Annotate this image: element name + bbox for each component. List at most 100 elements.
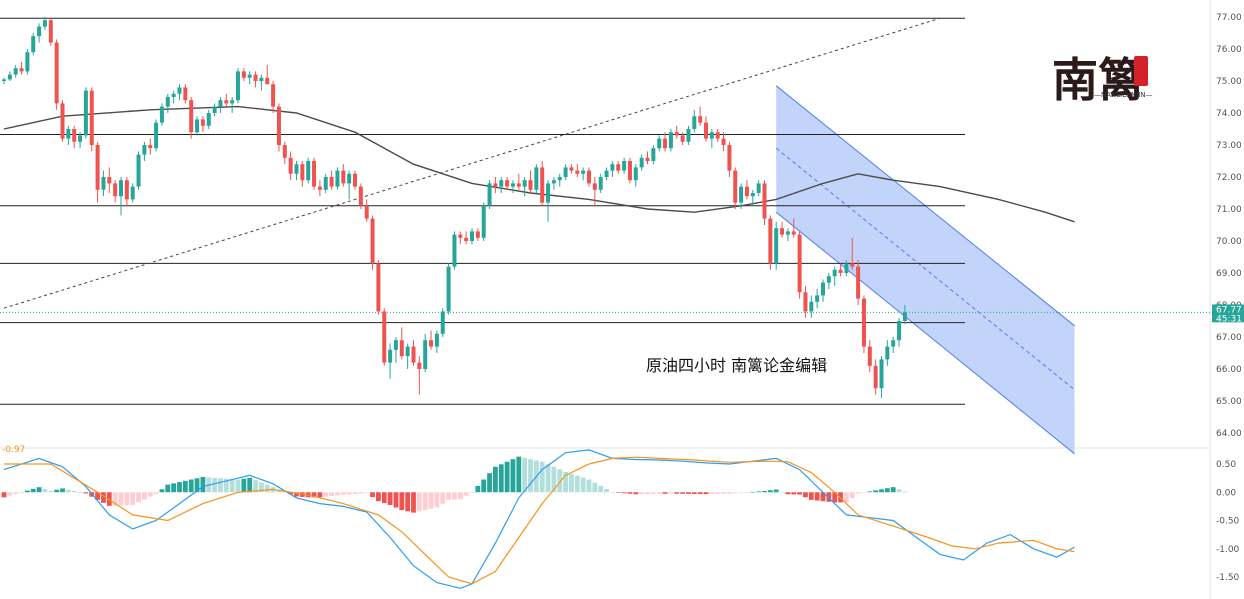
candle[interactable] [25,52,30,72]
candle[interactable] [715,132,720,139]
candle[interactable] [686,129,691,142]
candle[interactable] [897,321,902,341]
candle[interactable] [791,231,796,235]
candle[interactable] [236,71,240,101]
candle[interactable] [48,20,53,43]
candle[interactable] [850,263,855,267]
candle[interactable] [540,167,545,203]
regression-channel[interactable] [776,85,1075,454]
candle[interactable] [177,87,182,94]
candle[interactable] [692,116,697,129]
candle[interactable] [101,177,106,190]
candle[interactable] [510,183,515,187]
candle[interactable] [528,180,533,190]
candle[interactable] [470,231,474,241]
candle[interactable] [815,295,820,302]
candle[interactable] [370,218,375,264]
candle[interactable] [587,170,591,184]
candle[interactable] [329,177,334,187]
candle[interactable] [393,340,398,350]
candle[interactable] [142,145,147,155]
candle[interactable] [633,167,638,181]
candle[interactable] [224,100,229,104]
candle[interactable] [446,266,451,312]
candle[interactable] [551,180,556,184]
candle[interactable] [417,362,422,369]
candle[interactable] [388,349,393,363]
candle[interactable] [768,218,773,264]
candle[interactable] [434,333,439,347]
candle[interactable] [317,186,322,190]
candle[interactable] [78,135,83,142]
candle[interactable] [364,205,369,219]
candle[interactable] [265,77,270,85]
candle[interactable] [423,340,428,369]
candle[interactable] [627,161,632,181]
candle[interactable] [493,183,498,187]
candle[interactable] [458,234,463,238]
candle[interactable] [622,161,627,171]
candle[interactable] [797,234,802,293]
candle[interactable] [645,157,650,161]
candle[interactable] [294,164,299,174]
candle[interactable] [546,183,551,203]
candle[interactable] [721,138,726,145]
candle[interactable] [148,145,153,149]
candle[interactable] [341,170,346,184]
candle[interactable] [475,231,480,238]
candle[interactable] [516,183,521,187]
candle[interactable] [124,180,129,200]
candle[interactable] [557,177,562,181]
candle[interactable] [774,228,779,264]
candle[interactable] [581,170,586,174]
candle[interactable] [821,282,825,296]
candle[interactable] [639,157,644,168]
candle[interactable] [704,122,708,139]
candle[interactable] [464,237,469,241]
candle[interactable] [674,132,679,136]
candle[interactable] [481,205,486,238]
candle[interactable] [809,301,814,312]
candle[interactable] [323,177,328,190]
candle[interactable] [89,90,94,145]
candle[interactable] [165,97,170,107]
candle[interactable] [335,170,340,187]
channel-lower-line[interactable] [775,211,1075,455]
candle[interactable] [271,84,276,107]
candle[interactable] [347,173,352,184]
candle[interactable] [312,161,317,187]
candle[interactable] [206,113,211,126]
candle[interactable] [31,36,36,53]
candle[interactable] [668,132,673,149]
candle[interactable] [522,180,527,187]
rising-trendline[interactable] [3,17,941,309]
candle[interactable] [253,74,258,81]
candle[interactable] [276,106,281,145]
candle[interactable] [300,164,305,181]
candle[interactable] [247,74,252,78]
candle[interactable] [259,77,264,81]
candle[interactable] [107,177,112,184]
candle[interactable] [171,93,176,97]
candle[interactable] [598,177,603,190]
candle[interactable] [575,170,580,174]
candle[interactable] [452,234,457,267]
candle[interactable] [13,68,18,75]
candle[interactable] [663,138,668,149]
candle[interactable] [376,263,381,312]
candle[interactable] [856,266,861,299]
candle[interactable] [727,145,732,171]
candle[interactable] [505,180,510,187]
candle[interactable] [7,74,12,80]
candle[interactable] [885,346,890,360]
candle[interactable] [744,186,749,197]
candle[interactable] [604,170,609,177]
candle[interactable] [891,340,896,347]
candle[interactable] [282,145,287,158]
candle[interactable] [358,186,363,206]
candle[interactable] [429,340,434,347]
candle[interactable] [610,164,615,171]
candle[interactable] [405,346,410,357]
candle[interactable] [861,298,866,347]
